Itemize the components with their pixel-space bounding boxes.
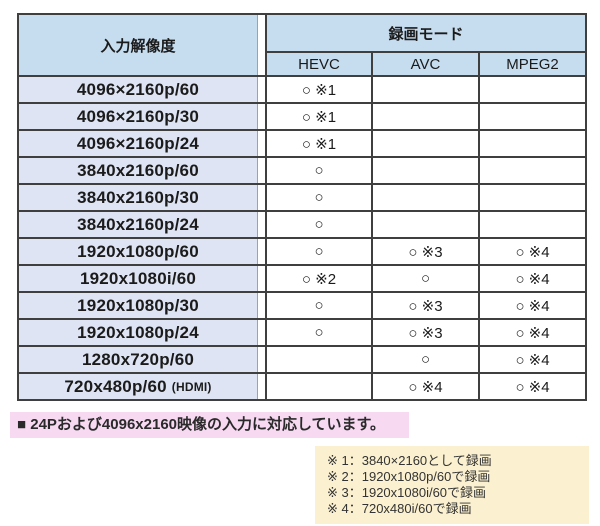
mpeg2-cell: [477, 102, 588, 131]
avc-cell: ○: [371, 264, 480, 293]
hevc-cell: ○ ※1: [265, 129, 373, 158]
mpeg2-cell: ○ ※4: [477, 237, 588, 266]
table-row: 3840x2160p/24 ○: [17, 210, 588, 239]
codec-header-mpeg2: MPEG2: [477, 51, 588, 77]
footnote-4: ※ 4：720x480i/60で録画: [327, 501, 472, 516]
recording-mode-table: 入力解像度 録画モード HEVC AVC MPEG2 4096×2160p/60…: [17, 13, 588, 401]
hevc-cell: ○: [265, 210, 373, 239]
table-row: 1920x1080p/30 ○ ○ ※3 ○ ※4: [17, 291, 588, 320]
hevc-cell: [265, 372, 373, 401]
table-row: 4096×2160p/30 ○ ※1: [17, 102, 588, 131]
table-row: 720x480p/60 (HDMI) ○ ※4 ○ ※4: [17, 372, 588, 401]
recording-mode-header-label: 録画モード: [264, 13, 588, 53]
resolution-label: 3840x2160p/30: [77, 187, 199, 207]
table-row: 4096×2160p/60 ○ ※1: [17, 75, 588, 104]
resolution-cell: 720x480p/60 (HDMI): [17, 372, 267, 401]
input-resolution-header-label: 入力解像度: [20, 16, 258, 74]
avc-cell: [371, 156, 480, 185]
resolution-label: 4096×2160p/60: [76, 79, 200, 99]
table-row: 1920x1080p/60 ○ ○ ※3 ○ ※4: [17, 237, 588, 266]
footnote-1: ※ 1：3840×2160として録画: [327, 453, 492, 468]
footnotes-box: ※ 1：3840×2160として録画 ※ 2：1920x1080p/60で録画 …: [315, 446, 589, 524]
hevc-cell: [265, 345, 373, 374]
resolution-cell: 4096×2160p/60: [17, 75, 267, 104]
avc-cell: ○ ※4: [371, 372, 480, 401]
avc-cell: [371, 210, 480, 239]
hevc-cell: ○: [265, 318, 373, 347]
table-row: 3840x2160p/30 ○: [17, 183, 588, 212]
mpeg2-cell: ○ ※4: [477, 264, 588, 293]
mpeg2-cell: ○ ※4: [477, 372, 588, 401]
hevc-cell: ○ ※1: [265, 75, 373, 104]
mpeg2-cell: [477, 210, 588, 239]
avc-cell: [371, 75, 480, 104]
hevc-cell: ○: [265, 237, 373, 266]
mpeg2-cell: ○ ※4: [477, 345, 588, 374]
mpeg2-cell: ○ ※4: [477, 318, 588, 347]
footnote-3: ※ 3：1920x1080i/60で録画: [327, 485, 487, 500]
resolution-cell: 4096×2160p/30: [17, 102, 267, 131]
resolution-label: 720x480p/60: [64, 376, 167, 396]
table-row: 1920x1080p/24 ○ ○ ※3 ○ ※4: [17, 318, 588, 347]
input-resolution-header-cell: 入力解像度: [17, 13, 267, 77]
footnote-2: ※ 2：1920x1080p/60で録画: [327, 469, 491, 484]
resolution-label: 4096×2160p/24: [76, 133, 200, 153]
table-row: 1920x1080i/60 ○ ※2 ○ ○ ※4: [17, 264, 588, 293]
resolution-label: 1280x720p/60: [81, 349, 195, 369]
table-row: 3840x2160p/60 ○: [17, 156, 588, 185]
table-row: 4096×2160p/24 ○ ※1: [17, 129, 588, 158]
hevc-cell: ○: [265, 156, 373, 185]
resolution-label: 3840x2160p/60: [77, 160, 199, 180]
table-row: 1280x720p/60 ○ ○ ※4: [17, 345, 588, 374]
header-row-group: 入力解像度 録画モード: [17, 13, 588, 77]
note-banner: ■ 24Pおよび4096x2160映像の入力に対応しています。: [10, 412, 409, 438]
codec-header-avc: AVC: [371, 51, 480, 77]
codec-header-hevc: HEVC: [265, 51, 373, 77]
avc-cell: ○ ※3: [371, 291, 480, 320]
avc-cell: ○ ※3: [371, 237, 480, 266]
resolution-cell: 3840x2160p/60: [17, 156, 267, 185]
resolution-cell: 1920x1080p/30: [17, 291, 267, 320]
resolution-label: 1920x1080p/24: [77, 322, 199, 342]
avc-cell: ○ ※3: [371, 318, 480, 347]
resolution-label: 1920x1080p/30: [77, 295, 199, 315]
resolution-suffix: (HDMI): [171, 379, 212, 394]
resolution-cell: 4096×2160p/24: [17, 129, 267, 158]
resolution-cell: 3840x2160p/30: [17, 183, 267, 212]
resolution-label: 3840x2160p/24: [77, 214, 199, 234]
hevc-cell: ○: [265, 291, 373, 320]
hevc-cell: ○: [265, 183, 373, 212]
resolution-label: 1920x1080i/60: [79, 268, 197, 288]
resolution-cell: 1920x1080p/60: [17, 237, 267, 266]
avc-cell: [371, 102, 480, 131]
avc-cell: ○: [371, 345, 480, 374]
mpeg2-cell: [477, 183, 588, 212]
resolution-cell: 3840x2160p/24: [17, 210, 267, 239]
hevc-cell: ○ ※2: [265, 264, 373, 293]
mpeg2-cell: ○ ※4: [477, 291, 588, 320]
resolution-cell: 1280x720p/60: [17, 345, 267, 374]
mpeg2-cell: [477, 156, 588, 185]
resolution-label: 4096×2160p/30: [76, 106, 200, 126]
mpeg2-cell: [477, 129, 588, 158]
header-row-codecs: HEVC AVC MPEG2: [18, 51, 588, 77]
avc-cell: [371, 129, 480, 158]
mpeg2-cell: [477, 75, 588, 104]
hevc-cell: ○ ※1: [265, 102, 373, 131]
avc-cell: [371, 183, 480, 212]
resolution-cell: 1920x1080i/60: [17, 264, 267, 293]
resolution-cell: 1920x1080p/24: [17, 318, 267, 347]
resolution-label: 1920x1080p/60: [77, 241, 199, 261]
